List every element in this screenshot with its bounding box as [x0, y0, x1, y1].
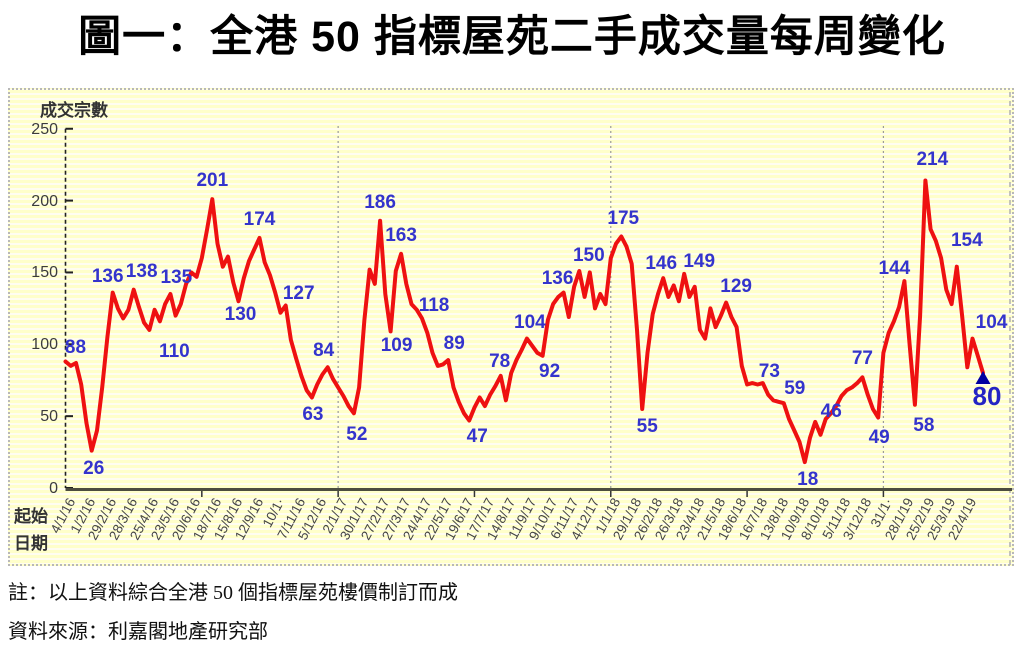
data-label: 149 — [683, 250, 716, 272]
data-label: 26 — [83, 457, 105, 479]
data-label: 92 — [539, 360, 561, 382]
data-label: 18 — [797, 469, 819, 491]
transactions-line — [63, 178, 985, 465]
footnotes: 註：以上資料綜合全港 50 個指標屋苑樓價制訂而成 資料來源：利嘉閣地產研究部 — [8, 574, 1008, 652]
data-label: 138 — [125, 260, 158, 282]
data-label: 150 — [572, 245, 605, 267]
data-label: 136 — [541, 267, 574, 289]
data-label: 63 — [302, 404, 324, 426]
x-axis-header-line2: 日期 — [14, 534, 48, 553]
y-tick-label: 250 — [31, 120, 58, 138]
y-tick-label: 200 — [31, 192, 58, 210]
footnote-data-source: 資料來源：利嘉閣地產研究部 — [8, 621, 268, 643]
data-label: 46 — [820, 400, 842, 422]
latest-point-marker — [975, 371, 991, 385]
y-axis-title: 成交宗數 — [40, 101, 108, 120]
data-label: 104 — [514, 311, 546, 333]
y-tick-label: 150 — [31, 264, 58, 282]
x-axis-header-line1: 起始 — [14, 507, 48, 526]
data-label: 127 — [282, 282, 315, 304]
data-label: 77 — [851, 348, 873, 370]
data-label: 174 — [243, 208, 276, 230]
data-label: 214 — [916, 149, 949, 171]
line-chart-canvas — [63, 92, 1012, 566]
footnote-source-note: 註：以上資料綜合全港 50 個指標屋苑樓價制訂而成 — [8, 582, 458, 604]
data-label: 163 — [385, 224, 417, 246]
data-label: 118 — [418, 295, 450, 317]
y-tick-label: 50 — [40, 408, 58, 426]
data-label: 130 — [224, 304, 257, 326]
data-label: 129 — [720, 275, 752, 297]
x-axis-header: 起始 日期 — [14, 503, 48, 557]
data-label: 59 — [784, 378, 806, 400]
data-label: 52 — [346, 424, 368, 446]
y-tick-label: 0 — [49, 480, 58, 497]
data-label: 49 — [868, 426, 890, 448]
data-label: 104 — [975, 311, 1008, 333]
data-label: 186 — [364, 191, 396, 213]
chart-plot-area: 成交宗數 起始 日期 0 50 100 150 200 250 4/1/16 1/2/16 29… — [8, 88, 1014, 566]
data-label: 144 — [878, 258, 911, 280]
data-label: 78 — [489, 350, 511, 372]
data-label: 135 — [160, 267, 193, 288]
data-label: 175 — [607, 207, 640, 229]
data-label: 109 — [380, 335, 413, 357]
data-label: 80 — [972, 381, 1002, 412]
y-tick-label: 100 — [31, 336, 58, 354]
data-label: 58 — [913, 414, 935, 436]
chart-title: 圖一：全港 50 指標屋苑二手成交量每周變化 — [78, 13, 946, 61]
data-label: 154 — [950, 229, 983, 251]
data-label: 73 — [758, 361, 780, 383]
data-label: 146 — [645, 253, 678, 275]
data-label: 84 — [313, 340, 335, 362]
data-label: 136 — [91, 265, 124, 287]
data-label: 89 — [443, 333, 465, 355]
data-label: 88 — [64, 336, 87, 358]
data-label: 55 — [636, 415, 658, 437]
data-label: 110 — [159, 340, 190, 362]
data-label: 47 — [466, 426, 488, 448]
data-label: 201 — [196, 170, 229, 192]
